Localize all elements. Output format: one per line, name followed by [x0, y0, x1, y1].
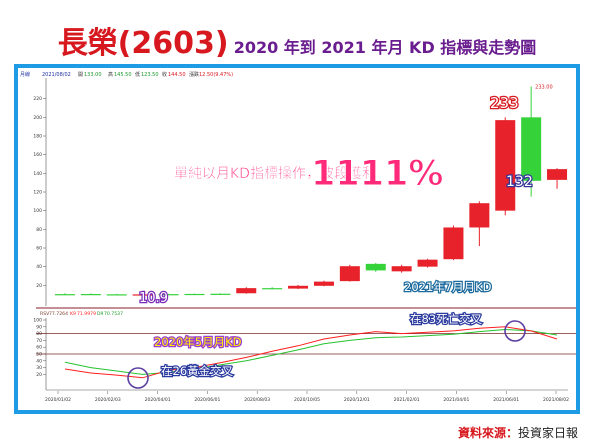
x-tick-label: 2020/10/05 — [294, 397, 320, 403]
infobar-period: 月線 — [20, 71, 30, 78]
candle-body — [339, 266, 360, 282]
kd-2021-title: 2021年7月月KD — [404, 280, 492, 294]
infobar-close-label: 收 — [162, 71, 167, 78]
kd-y-tick-label: 60 — [36, 345, 42, 351]
kd-y-tick-label: 80 — [36, 331, 42, 337]
candle-body — [495, 120, 516, 211]
kd-k-line — [64, 326, 558, 379]
candle-body — [288, 285, 309, 289]
candle-body — [80, 294, 101, 296]
candle-body — [469, 203, 490, 228]
candle-body — [547, 169, 568, 180]
price-y-tick-label: 200 — [33, 115, 42, 121]
kd-k-value: 71.9979 — [77, 311, 96, 317]
kd-y-tick-label: 50 — [36, 352, 42, 358]
price-panel: 20 40 60 80 100 120 140 160 180 200 220 233.00 — [33, 78, 568, 306]
infobar-low-label: 低 — [135, 71, 140, 78]
candle-body — [262, 288, 283, 290]
price-y-tick-label: 180 — [33, 134, 42, 140]
x-tick-label: 2020/12/01 — [344, 397, 370, 403]
price-y-tick-label: 100 — [33, 208, 42, 214]
candle-body — [106, 294, 127, 296]
candles — [54, 86, 568, 296]
kd-y-tick-label: 30 — [36, 365, 42, 371]
source-value: 投資家日報 — [517, 426, 578, 440]
candle-body — [313, 281, 334, 286]
x-tick-label: 2020/01/02 — [45, 397, 71, 403]
candle-body — [236, 288, 257, 294]
infobar-open-label: 開 — [78, 72, 83, 78]
page-title: 長榮(2603) 2020 年到 2021 年月 KD 指標與走勢圖 — [0, 18, 594, 61]
price-y-tick-label: 160 — [33, 152, 42, 158]
kd-2020-detail: 在26黃金交叉 — [161, 364, 234, 378]
price-y-tick-label: 20 — [36, 283, 42, 289]
candle-body — [184, 293, 205, 296]
candle-body — [521, 117, 542, 181]
death-cross-circle — [504, 320, 526, 342]
price-y-tick-label: 220 — [33, 96, 42, 102]
x-tick-label: 2021/02/01 — [394, 397, 420, 403]
x-tick-label: 2021/06/01 — [493, 397, 519, 403]
x-tick-label: 2021/04/01 — [443, 397, 469, 403]
price-high-label: 233 — [490, 94, 519, 112]
x-tick-label: 2020/04/01 — [145, 397, 171, 403]
candle-body — [132, 294, 153, 296]
candle-body — [365, 263, 386, 271]
strategy-text: 單純以月KD指標操作，波段獲利 — [174, 166, 376, 182]
infobar-close: 144.50 — [168, 72, 186, 78]
kd-y-tick-label: 20 — [36, 372, 42, 378]
chart-frame: 月線 2021/08/02 開 133.00 高 145.50 低 123.50… — [14, 64, 580, 414]
candle-body — [158, 294, 179, 296]
price-y-tick-label: 40 — [36, 264, 42, 270]
price-y-tick-label: 60 — [36, 246, 42, 252]
kd-y-tick-label: 90 — [36, 324, 42, 330]
source-label: 資料來源： — [457, 426, 518, 440]
price-y-tick-label: 120 — [33, 190, 42, 196]
candle-body — [417, 259, 438, 267]
infobar-high: 145.50 — [114, 72, 132, 78]
kd-rsv-value: 77.7264 — [49, 311, 68, 317]
x-tick-label: 2020/06/01 — [194, 397, 220, 403]
kd-d-label: D9 — [97, 311, 104, 317]
chart-canvas: 月線 2021/08/02 開 133.00 高 145.50 低 123.50… — [20, 71, 576, 403]
annotations: 單純以月KD指標操作，波段獲利 1111% 10.9 233 132 2021年… — [127, 93, 534, 389]
max-price-tick-label: 233.00 — [535, 85, 553, 91]
x-tick-label: 2020/02/03 — [95, 397, 121, 403]
x-axis-ticks: 2020/01/02 2020/02/03 2020/04/01 2020/06/01… — [45, 389, 569, 403]
golden-cross-circle — [127, 367, 149, 389]
x-tick-label: 2020/08/03 — [244, 397, 270, 403]
candle-body — [54, 294, 75, 296]
kd-legend: RSV 77.7264 K9 71.9979 D9 70.7537 — [40, 311, 123, 317]
source-note: 資料來源：投資家日報 — [458, 424, 578, 441]
kd-k-label: K9 — [70, 311, 76, 317]
infobar-change: 12.50(9.47%) — [199, 72, 233, 78]
infobar-open: 133.00 — [84, 72, 102, 78]
chart-subtitle: 2020 年到 2021 年月 KD 指標與走勢圖 — [233, 38, 537, 57]
candle-body — [391, 266, 412, 272]
candle-body — [210, 293, 231, 295]
price-recent-label: 132 — [506, 174, 533, 190]
candle-body — [443, 227, 464, 260]
infobar-change-label: 漲跌 — [189, 71, 199, 78]
kd-y-tick-label: 70 — [36, 338, 42, 344]
kd-2020-title: 2020年5月月KD — [154, 335, 242, 349]
kd-y-tick-label: 40 — [36, 358, 42, 364]
kd-2021-detail: 在83死亡交叉 — [410, 312, 483, 326]
price-y-ticks: 20 40 60 80 100 120 140 160 180 200 220 — [33, 96, 46, 289]
kd-y-tick-label: 100 — [33, 318, 42, 324]
infobar-date: 2021/08/02 — [42, 72, 71, 78]
price-y-tick-label: 80 — [36, 227, 42, 233]
price-y-tick-label: 140 — [33, 171, 42, 177]
profit-text: 1111% — [311, 154, 443, 194]
kd-d-value: 70.7537 — [104, 311, 123, 317]
price-low-label: 10.9 — [139, 291, 168, 306]
stock-title: 長榮(2603) — [57, 26, 229, 61]
kd-rsv-label: RSV — [40, 311, 50, 317]
x-tick-label: 2021/08/02 — [543, 397, 569, 403]
infobar-low: 123.50 — [141, 72, 159, 78]
price-info-bar: 月線 2021/08/02 開 133.00 高 145.50 低 123.50… — [20, 71, 233, 78]
infobar-high-label: 高 — [108, 71, 113, 78]
